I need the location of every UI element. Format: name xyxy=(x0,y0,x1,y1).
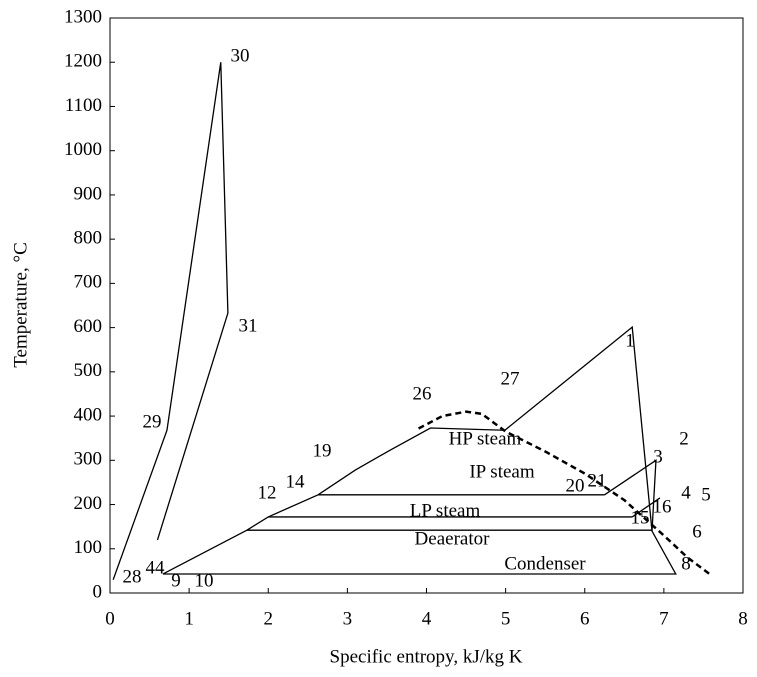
annotation: IP steam xyxy=(469,461,534,482)
cycle-line xyxy=(604,459,657,532)
annotation: LP steam xyxy=(410,500,481,521)
annotation: 3 xyxy=(653,446,663,467)
x-tick-label: 0 xyxy=(105,608,115,629)
annotation: 1 xyxy=(625,330,635,351)
y-tick-label: 600 xyxy=(74,316,103,337)
x-tick-label: 7 xyxy=(659,608,669,629)
cycle-line xyxy=(418,410,713,577)
annotation: 21 xyxy=(588,470,607,491)
annotation: 30 xyxy=(231,45,250,66)
annotation: 29 xyxy=(143,411,162,432)
annotation: 28 xyxy=(123,566,142,587)
y-tick-label: 700 xyxy=(74,272,103,293)
x-tick-label: 6 xyxy=(580,608,590,629)
cycle-line xyxy=(631,497,661,518)
y-tick-label: 300 xyxy=(74,449,103,470)
y-tick-label: 100 xyxy=(74,537,103,558)
y-tick-label: 1100 xyxy=(65,95,102,116)
y-tick-label: 1000 xyxy=(64,139,102,160)
y-tick-label: 200 xyxy=(74,493,103,514)
annotation: 4 xyxy=(681,482,691,503)
cycle-line xyxy=(162,325,677,575)
annotation: 12 xyxy=(258,482,277,503)
annotation: Condenser xyxy=(504,553,586,574)
y-tick-label: 800 xyxy=(74,228,103,249)
annotation: 26 xyxy=(413,383,432,404)
annotation: 14 xyxy=(286,471,306,492)
annotation: 10 xyxy=(195,570,214,591)
x-tick-label: 4 xyxy=(422,608,432,629)
annotation: 6 xyxy=(692,521,702,542)
x-axis-label: Specific entropy, kJ/kg K xyxy=(330,646,523,667)
cycle-line xyxy=(112,62,229,580)
annotation: 31 xyxy=(239,315,258,336)
y-tick-label: 1200 xyxy=(64,51,102,72)
annotation: 2 xyxy=(679,428,689,449)
annotation: 5 xyxy=(701,484,711,505)
annotation: HP steam xyxy=(449,428,522,449)
annotation: 16 xyxy=(653,496,672,517)
annotation: 44 xyxy=(146,557,166,578)
x-tick-label: 5 xyxy=(501,608,511,629)
y-tick-label: 900 xyxy=(74,183,103,204)
y-axis-label: Temperature, °C xyxy=(10,242,31,368)
annotation: 19 xyxy=(313,440,332,461)
annotation: 15 xyxy=(631,507,650,528)
annotation: 27 xyxy=(501,368,520,389)
x-tick-label: 3 xyxy=(343,608,353,629)
y-tick-label: 1300 xyxy=(64,6,102,27)
y-tick-label: 400 xyxy=(74,404,103,425)
annotation: Deaerator xyxy=(415,528,491,549)
annotation: 8 xyxy=(681,553,691,574)
y-tick-label: 500 xyxy=(74,360,103,381)
annotation: 9 xyxy=(171,570,181,591)
x-tick-label: 2 xyxy=(264,608,274,629)
x-tick-label: 8 xyxy=(738,608,748,629)
annotation: 20 xyxy=(566,475,585,496)
x-tick-label: 1 xyxy=(184,608,194,629)
y-tick-label: 0 xyxy=(93,581,103,602)
